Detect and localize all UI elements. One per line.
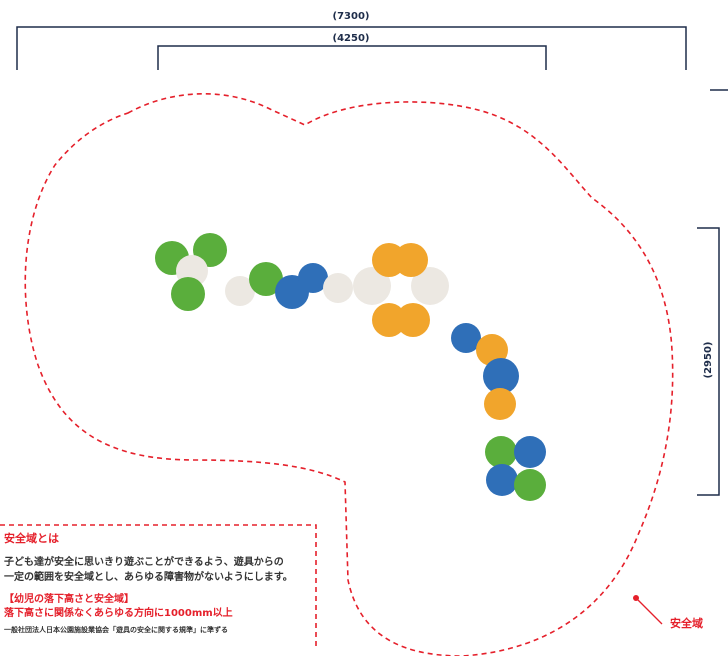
dimension-depth-label: (2950)	[703, 342, 714, 379]
safety-zone-note: 安全域とは 子ども達が安全に思いきり遊ぶことができるよう、遊具からの 一定の範囲…	[0, 524, 318, 650]
equipment-cluster-bottom	[485, 436, 546, 501]
seat-disc	[249, 262, 283, 296]
seat-disc	[485, 436, 517, 468]
dimension-inner-width-label: (4250)	[333, 33, 370, 44]
seat-disc	[514, 469, 546, 501]
seat-disc	[451, 323, 481, 353]
seat-disc	[411, 267, 449, 305]
seat-disc	[514, 436, 546, 468]
seat-disc	[323, 273, 353, 303]
note-title: 安全域とは	[4, 532, 59, 545]
seat-disc	[484, 388, 516, 420]
seat-disc	[396, 303, 430, 337]
equipment-cluster-curve	[451, 323, 519, 420]
safety-zone-boundary	[24, 92, 674, 656]
seat-disc	[225, 276, 255, 306]
safety-zone-label: 安全域	[670, 617, 703, 630]
note-body-line-2: 一定の範囲を安全域とし、あらゆる障害物がないようにします。	[4, 572, 293, 583]
note-body-line-1: 子ども達が安全に思いきり遊ぶことができるよう、遊具からの	[4, 557, 284, 568]
seat-disc	[171, 277, 205, 311]
seat-disc	[483, 358, 519, 394]
dimension-overall-width-label: (7300)	[333, 11, 370, 22]
dimension-inner-width: (4250)	[157, 33, 547, 70]
seat-disc	[372, 303, 406, 337]
note-border	[0, 524, 317, 650]
equipment-cluster-left	[155, 233, 227, 311]
seat-disc	[394, 243, 428, 277]
equipment-cluster-center	[353, 243, 449, 337]
note-infant-rule: 落下高さに関係なくあらゆる方向に1000mm以上	[4, 608, 233, 619]
note-infant-heading: 【幼児の落下高さと安全域】	[4, 594, 134, 605]
dimension-depth: (2950)	[697, 89, 728, 496]
seat-disc	[476, 334, 508, 366]
safety-zone-leader	[633, 595, 663, 625]
equipment-cluster-bridge	[225, 262, 353, 309]
seat-disc	[298, 263, 328, 293]
seat-disc	[353, 267, 391, 305]
note-source: 一般社団法人日本公園施設業協会「遊具の安全に関する規準」に準ずる	[4, 626, 228, 634]
seat-disc	[486, 464, 518, 496]
dimension-overall-width: (7300)	[16, 11, 687, 70]
